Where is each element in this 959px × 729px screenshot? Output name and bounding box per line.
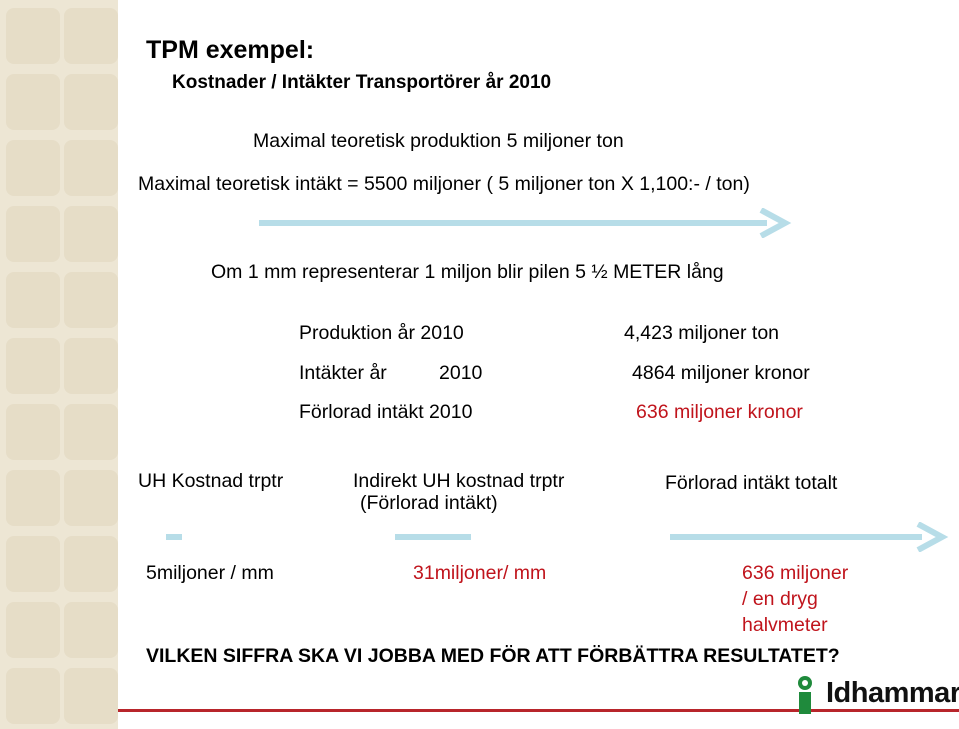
col1-header: UH Kostnad trptr	[138, 470, 284, 492]
stat-value-lost: 636 miljoner kronor	[636, 401, 803, 423]
max-revenue-text: Maximal teoretisk intäkt = 5500 miljoner…	[138, 173, 750, 195]
col2-value: 31miljoner/ mm	[413, 562, 547, 584]
col3-value-line2: / en dryg	[742, 588, 818, 610]
medium-dash-icon	[395, 534, 471, 540]
col2-header: Indirekt UH kostnad trptr	[353, 470, 565, 492]
col1-value: 5miljoner / mm	[146, 562, 274, 584]
short-dash-icon	[166, 534, 182, 540]
stat-label-revenue: Intäkter år	[299, 362, 387, 384]
col3-value-line3: halvmeter	[742, 614, 828, 636]
slide-subtitle: Kostnader / Intäkter Transportörer år 20…	[172, 72, 552, 93]
col2-subheader: (Förlorad intäkt)	[360, 492, 498, 514]
col3-value-line1: 636 miljoner	[742, 562, 849, 584]
scale-text: Om 1 mm representerar 1 miljon blir pile…	[211, 261, 724, 283]
long-arrow-icon	[259, 208, 792, 238]
col3-header: Förlorad intäkt totalt	[665, 472, 838, 494]
stat-value-revenue: 4864 miljoner kronor	[632, 362, 810, 384]
stat-label-lost: Förlorad intäkt 2010	[299, 401, 473, 423]
stat-year-revenue: 2010	[439, 362, 483, 384]
footer-bar	[118, 709, 959, 712]
closing-question: VILKEN SIFFRA SKA VI JOBBA MED FÖR ATT F…	[146, 645, 840, 667]
slide-title: TPM exempel:	[146, 36, 315, 64]
logo-text: Idhammar	[826, 677, 959, 709]
stat-label-production: Produktion år 2010	[299, 322, 464, 344]
decorative-side-panel	[0, 0, 118, 729]
max-production-text: Maximal teoretisk produktion 5 miljoner …	[253, 130, 624, 152]
half-meter-arrow-icon	[670, 522, 949, 552]
stat-value-production: 4,423 miljoner ton	[624, 322, 780, 344]
idhammar-logo-icon	[798, 676, 812, 714]
